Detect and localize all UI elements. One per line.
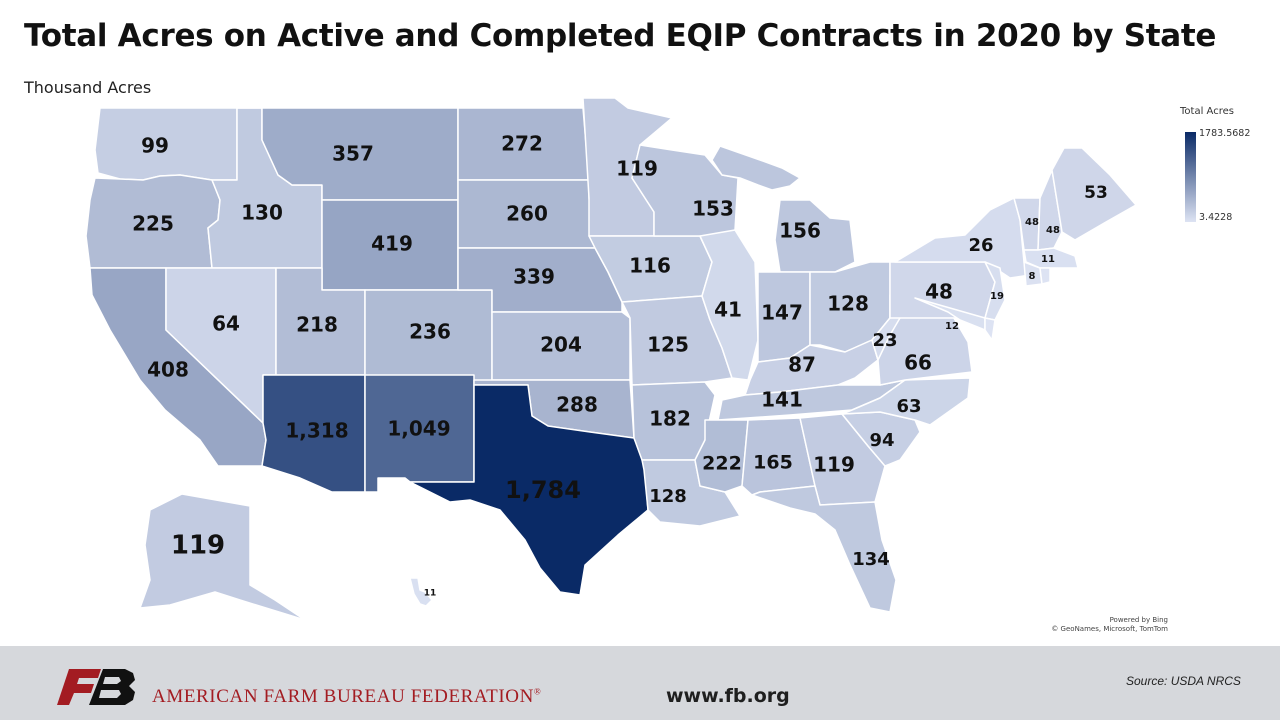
value-label-mi: 156 bbox=[779, 219, 821, 243]
color-legend: Total Acres 1783.5682 3.4228 bbox=[1180, 106, 1270, 226]
state-ky[interactable] bbox=[744, 339, 879, 396]
value-label-ga: 119 bbox=[813, 453, 855, 477]
value-label-wy: 419 bbox=[371, 232, 413, 256]
value-label-hi: 11 bbox=[424, 589, 437, 599]
organization-name-text: AMERICAN FARM BUREAU FEDERATION bbox=[152, 686, 534, 707]
legend-max-label: 1783.5682 bbox=[1199, 128, 1251, 139]
value-label-id: 130 bbox=[241, 201, 283, 225]
value-label-va: 66 bbox=[904, 351, 932, 375]
value-label-nm: 1,049 bbox=[387, 417, 450, 441]
state-ks[interactable] bbox=[491, 311, 631, 381]
value-label-or: 225 bbox=[132, 212, 174, 236]
state-nc[interactable] bbox=[841, 377, 971, 426]
value-label-la: 128 bbox=[649, 486, 687, 507]
chart-subtitle: Thousand Acres bbox=[24, 78, 152, 97]
state-hi[interactable] bbox=[409, 577, 433, 607]
value-label-al: 165 bbox=[753, 452, 793, 474]
value-label-ny: 26 bbox=[968, 235, 993, 256]
attribution-line-2: © GeoNames, Microsoft, TomTom bbox=[1051, 625, 1168, 633]
value-label-nj: 19 bbox=[990, 291, 1004, 302]
value-label-mo: 125 bbox=[647, 333, 689, 357]
value-label-ia: 116 bbox=[629, 254, 671, 278]
value-label-ky: 87 bbox=[788, 353, 816, 377]
value-label-md: 12 bbox=[945, 321, 959, 332]
value-label-az: 1,318 bbox=[285, 419, 348, 443]
state-il[interactable] bbox=[699, 229, 759, 381]
value-label-fl: 134 bbox=[852, 549, 890, 570]
legend-title: Total Acres bbox=[1180, 106, 1234, 117]
state-de[interactable] bbox=[984, 317, 996, 341]
legend-min-label: 3.4228 bbox=[1199, 212, 1233, 223]
value-label-ms: 222 bbox=[702, 453, 742, 475]
value-label-oh: 128 bbox=[827, 292, 869, 316]
value-label-ma: 11 bbox=[1041, 254, 1055, 265]
value-label-mt: 357 bbox=[332, 142, 374, 166]
value-label-sc: 94 bbox=[869, 430, 894, 451]
state-mi[interactable] bbox=[711, 145, 801, 191]
value-label-vt: 48 bbox=[1025, 217, 1039, 228]
state-ak[interactable] bbox=[139, 493, 306, 621]
state-fl[interactable] bbox=[751, 485, 897, 613]
value-label-co: 236 bbox=[409, 320, 451, 344]
value-label-nh: 48 bbox=[1046, 225, 1060, 236]
chart-title: Total Acres on Active and Completed EQIP… bbox=[24, 18, 1217, 54]
value-label-ar: 182 bbox=[649, 407, 691, 431]
website-url: www.fb.org bbox=[666, 685, 790, 707]
value-label-in: 147 bbox=[761, 301, 803, 325]
legend-gradient-bar bbox=[1185, 132, 1196, 222]
organization-name: AMERICAN FARM BUREAU FEDERATION® bbox=[152, 686, 541, 708]
value-label-ak: 119 bbox=[171, 531, 225, 561]
state-tx[interactable] bbox=[409, 384, 649, 596]
state-md[interactable] bbox=[914, 297, 986, 331]
registered-mark: ® bbox=[533, 686, 542, 697]
value-label-wi: 153 bbox=[692, 197, 734, 221]
fb-logo-icon bbox=[57, 669, 135, 705]
value-label-wv: 23 bbox=[872, 330, 897, 351]
value-label-tn: 141 bbox=[761, 388, 803, 412]
value-label-me: 53 bbox=[1084, 183, 1108, 203]
value-label-tx: 1,784 bbox=[505, 476, 581, 504]
value-label-ut: 218 bbox=[296, 313, 338, 337]
value-label-wa: 99 bbox=[141, 134, 169, 158]
state-mi-part[interactable] bbox=[774, 199, 856, 273]
value-label-ks: 204 bbox=[540, 333, 582, 357]
attribution-line-1: Powered by Bing bbox=[1109, 616, 1168, 624]
value-label-nd: 272 bbox=[501, 132, 543, 156]
value-label-ok: 288 bbox=[556, 393, 598, 417]
map-attribution: Powered by Bing © GeoNames, Microsoft, T… bbox=[1051, 616, 1168, 634]
value-label-ne: 339 bbox=[513, 265, 555, 289]
value-label-mn: 119 bbox=[616, 157, 658, 181]
value-label-ca: 408 bbox=[147, 358, 189, 382]
footer-bar: AMERICAN FARM BUREAU FEDERATION® www.fb.… bbox=[0, 646, 1280, 720]
value-label-il: 41 bbox=[714, 298, 742, 322]
state-nh[interactable] bbox=[1037, 169, 1063, 251]
state-ri[interactable] bbox=[1039, 267, 1051, 285]
value-label-nv: 64 bbox=[212, 312, 240, 336]
source-note: Source: USDA NRCS bbox=[1126, 674, 1241, 688]
value-label-ct: 8 bbox=[1029, 271, 1036, 282]
value-label-nc: 63 bbox=[896, 396, 921, 417]
us-state-map: 99 225 408 130 64 357 419 218 236 1,318 1,049 272 26… bbox=[85, 97, 1137, 621]
value-label-sd: 260 bbox=[506, 202, 548, 226]
value-label-pa: 48 bbox=[925, 280, 953, 304]
state-me[interactable] bbox=[1051, 147, 1137, 241]
